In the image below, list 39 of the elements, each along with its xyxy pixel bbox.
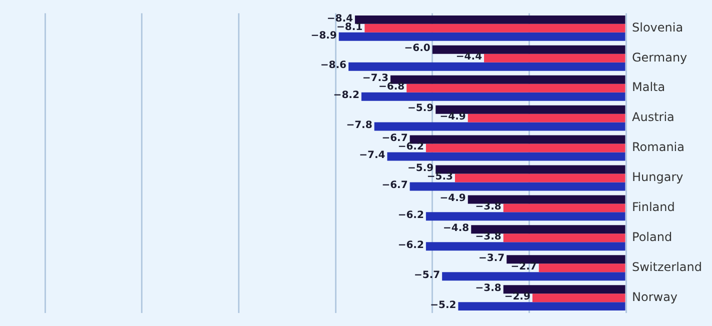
data-label: −4.9 — [440, 112, 466, 123]
y-tick-label: Romania — [632, 140, 684, 154]
data-label: −3.8 — [475, 231, 502, 242]
data-label: −6.7 — [382, 180, 408, 192]
data-label: −4.8 — [443, 223, 470, 234]
data-label: −5.3 — [426, 172, 454, 183]
y-tick-label: Poland — [632, 230, 672, 244]
y-tick-label: Finland — [632, 200, 675, 214]
data-label: −8.9 — [310, 30, 337, 42]
data-label: −4.4 — [456, 52, 482, 63]
data-label: −5.9 — [408, 103, 434, 114]
y-tick-label: Germany — [632, 50, 688, 64]
y-tick-label: Norway — [632, 290, 678, 304]
data-label: −5.7 — [414, 270, 440, 281]
data-label: −6.2 — [398, 240, 424, 251]
data-label: −6.0 — [404, 43, 430, 54]
data-label: −6.2 — [398, 210, 424, 222]
y-tick-label: Slovenia — [632, 20, 684, 34]
y-tick-label: Switzerland — [632, 260, 702, 274]
data-label: −4.9 — [440, 193, 466, 204]
data-label: −7.8 — [346, 120, 372, 132]
data-label: −3.8 — [475, 282, 502, 294]
data-label: −7.3 — [362, 73, 388, 84]
y-tick-label: Malta — [632, 80, 666, 94]
data-label: −3.8 — [475, 202, 502, 213]
data-label: −6.8 — [378, 82, 405, 93]
data-label: −5.2 — [430, 300, 456, 311]
y-tick-label: Hungary — [632, 170, 684, 184]
data-label: −8.6 — [320, 60, 347, 72]
data-label: −6.2 — [398, 142, 424, 153]
data-label: −8.1 — [336, 22, 363, 33]
data-label: −6.7 — [382, 133, 408, 144]
data-label: −3.7 — [478, 252, 505, 264]
data-label: −7.4 — [359, 150, 386, 162]
data-label: −5.9 — [408, 163, 434, 174]
y-tick-label: Austria — [632, 110, 674, 124]
data-label: −8.2 — [333, 90, 360, 102]
data-label: −2.9 — [504, 291, 530, 302]
data-label: −2.7 — [510, 261, 537, 272]
